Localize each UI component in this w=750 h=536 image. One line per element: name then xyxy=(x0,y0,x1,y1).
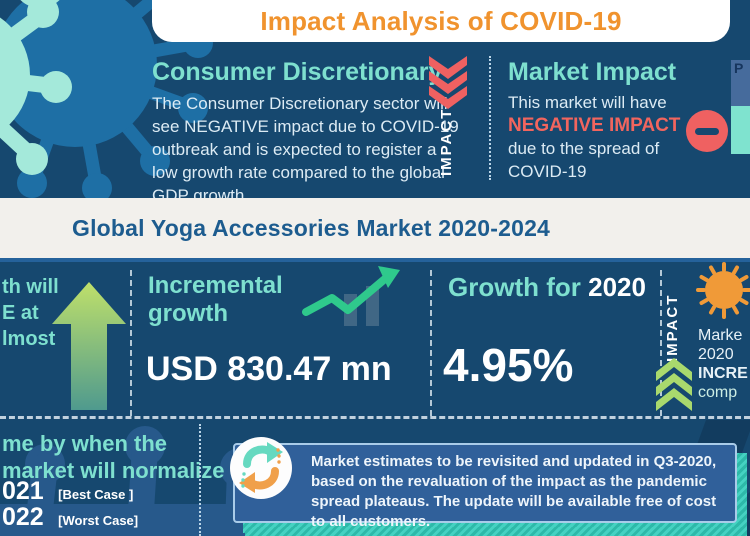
impact-vertical-label-top: IMPACT xyxy=(438,107,455,176)
best-case-year: 021 xyxy=(2,477,44,505)
worst-case-label: [Worst Case] xyxy=(58,513,139,528)
up-arrow-icon xyxy=(52,282,126,410)
prohibition-bar xyxy=(695,127,719,135)
virus-orange-icon xyxy=(696,262,750,319)
normalize-heading: me by when the market will normalize xyxy=(2,431,225,483)
incremental-growth-label: Incremental growth xyxy=(148,272,283,327)
market-impact-line4: COVID-19 xyxy=(508,162,587,181)
stats-divider-2 xyxy=(430,270,432,416)
bottom-hatch-band xyxy=(245,527,747,536)
bottom-section-divider xyxy=(199,424,201,536)
chevrons-up-icon xyxy=(656,358,692,411)
worst-case-year: 022 xyxy=(2,503,44,531)
best-case-row: 021 [Best Case ] xyxy=(2,477,133,506)
refresh-arrows-icon xyxy=(239,442,283,493)
impact-vertical-label-mid: IMPACT xyxy=(664,293,681,362)
growth-2020-label: Growth for 2020 xyxy=(448,272,646,302)
market-impact-body: This market will have NEGATIVE IMPACT du… xyxy=(508,91,680,183)
section-horizontal-divider xyxy=(0,416,750,419)
growth-chart-icon xyxy=(302,266,400,326)
growth-2020-value: 4.95% xyxy=(443,339,574,391)
top-banner: Impact Analysis of COVID-19 xyxy=(152,0,730,42)
stats-divider-3 xyxy=(660,270,662,416)
note-text: Market estimates to be revisited and upd… xyxy=(311,453,717,530)
best-case-label: [Best Case ] xyxy=(58,487,134,502)
note-box: Market estimates to be revisited and upd… xyxy=(233,443,737,530)
side-panel-partial: P xyxy=(731,60,750,106)
banner-title: Impact Analysis of COVID-19 xyxy=(260,5,622,36)
stats-divider-1 xyxy=(130,270,132,416)
market-title: Global Yoga Accessories Market 2020-2024 xyxy=(72,214,551,241)
market-impact-line3: due to the spread of xyxy=(508,139,660,158)
right-partial-text: Marke 2020 INCRE comp xyxy=(698,327,748,401)
chevrons-down-icon xyxy=(429,56,467,109)
side-panel-teal-block xyxy=(731,106,750,154)
consumer-discretionary-heading: Consumer Discretionary xyxy=(152,58,443,86)
market-impact-heading: Market Impact xyxy=(508,58,677,86)
prohibition-icon xyxy=(686,110,728,152)
left-partial-text: th will E at lmost xyxy=(2,276,59,350)
market-impact-highlight: NEGATIVE IMPACT xyxy=(508,115,681,136)
refresh-icon xyxy=(230,437,292,499)
top-section-divider xyxy=(489,56,491,180)
coronavirus-illustration-icon xyxy=(0,0,213,255)
consumer-discretionary-body: The Consumer Discretionary sector will s… xyxy=(152,94,459,205)
worst-case-row: 022 [Worst Case] xyxy=(2,503,138,532)
market-impact-line1: This market will have xyxy=(508,93,667,112)
market-title-band: Global Yoga Accessories Market 2020-2024 xyxy=(0,198,750,258)
band-underline xyxy=(0,258,750,262)
incremental-growth-value: USD 830.47 mn xyxy=(146,350,392,388)
